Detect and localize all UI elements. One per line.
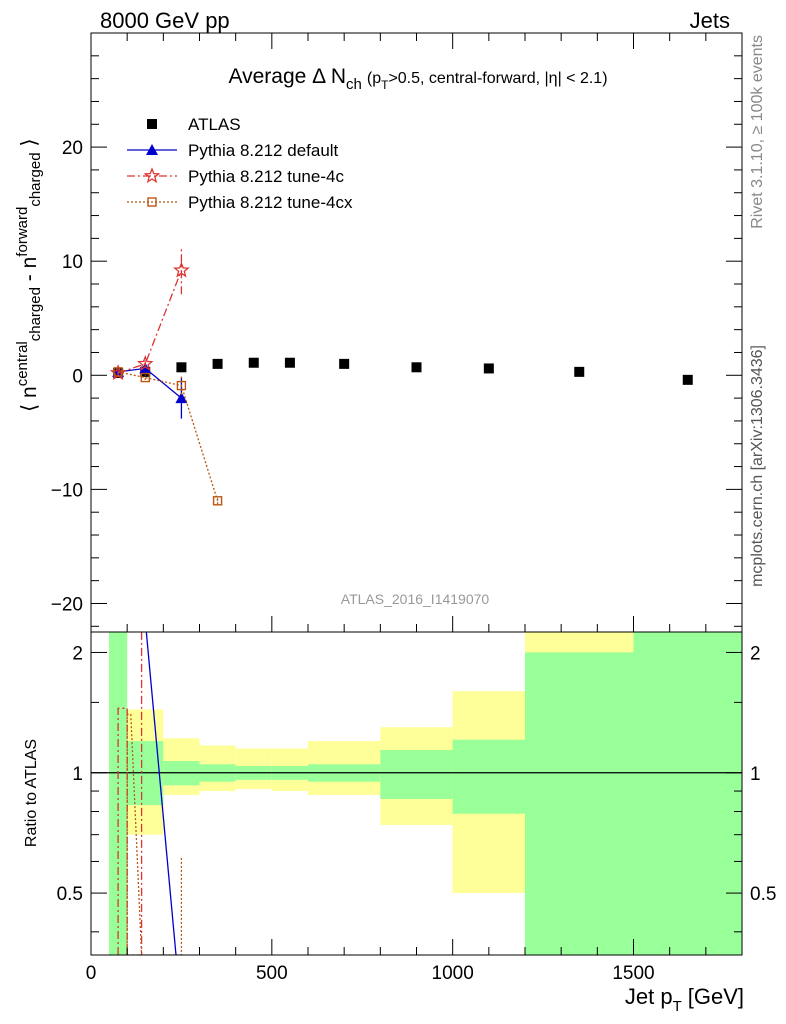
x-axis-label: Jet pT [GeV]: [625, 984, 744, 1015]
data-point: [574, 366, 585, 377]
legend-label: Pythia 8.212 tune-4c: [188, 167, 344, 186]
data-point: [139, 362, 152, 374]
ratio-y-tick-label: 0.5: [57, 884, 83, 905]
legend-marker: [147, 197, 157, 207]
legend-entry: Pythia 8.212 default: [127, 141, 339, 160]
stat-uncertainty-band: [525, 652, 634, 955]
series-pythia-8-212-tune-4cx: [113, 367, 223, 506]
y-tick-label: 10: [62, 252, 83, 273]
main-title: Average Δ Nch (pT>0.5, central-forward, |…: [228, 65, 607, 93]
data-point: [339, 358, 350, 369]
legend-marker: [146, 144, 158, 155]
legend-label: ATLAS: [188, 115, 241, 134]
ratio-y-tick-label: 1: [72, 764, 83, 785]
series-pythia-8-212-tune-4c: [109, 246, 190, 381]
data-point: [212, 496, 223, 506]
title-main: Average Δ N: [228, 65, 346, 88]
title-sub: ch: [346, 76, 362, 93]
main-y-label: ⟨ ncentralcharged - nforwardcharged ⟩: [14, 138, 44, 412]
legend-label: Pythia 8.212 tune-4cx: [188, 193, 353, 212]
ratio-pythia-8-212-tune-4c: [117, 632, 143, 955]
title-cut-sub: T: [381, 78, 389, 92]
data-point: [411, 362, 422, 373]
collision-label: 8000 GeV pp: [100, 8, 230, 33]
data-point: [284, 357, 295, 368]
process-label: Jets: [690, 8, 730, 33]
legend-marker: [143, 167, 161, 184]
data-point: [483, 363, 494, 374]
legend-entry: ATLAS: [147, 115, 241, 134]
data-point: [176, 380, 187, 391]
data-point: [140, 372, 150, 383]
stat-uncertainty-band: [633, 632, 742, 955]
main-panel: −20 −10 0 10 20 Average Δ Nch (pT>0.5, centra…: [14, 32, 743, 633]
data-point: [682, 374, 693, 385]
stat-uncertainty-band: [452, 739, 525, 814]
y-tick-label: −10: [51, 480, 83, 501]
series-line: [117, 371, 219, 501]
title-cut-rest: >0.5, central-forward, |η| < 2.1): [388, 70, 607, 87]
x-tick-label: 500: [256, 963, 288, 984]
ratio-panel: 0.5 0.5 1 1 2 2 0 500 1000 1500 Ratio to ATLAS: [23, 631, 776, 984]
series-line: [117, 270, 183, 374]
ratio-y-tick-label: 2: [72, 643, 83, 664]
y-tick-label: 20: [62, 138, 83, 159]
rivet-label: Rivet 3.1.10, ≥ 100k events: [749, 35, 766, 229]
data-point: [113, 367, 123, 377]
data-point: [136, 355, 154, 371]
ratio-pythia-8-212-tune-4cx: [126, 713, 183, 955]
title-cut: (p: [367, 70, 381, 87]
ratio-y-tick-label-right: 1: [750, 764, 761, 785]
x-tick-label: 0: [86, 963, 97, 984]
stat-uncertainty-band: [380, 750, 453, 799]
ratio-pythia-8-212-default: [145, 632, 177, 955]
y-tick-label: −20: [51, 594, 83, 615]
x-tick-label: 1500: [612, 963, 654, 984]
x-tick-label: 1000: [432, 963, 474, 984]
analysis-id: ATLAS_2016_I1419070: [341, 591, 490, 607]
data-point: [173, 261, 190, 278]
data-point: [212, 358, 223, 369]
data-point: [175, 392, 188, 404]
legend-marker: [147, 119, 157, 129]
data-point: [248, 357, 259, 368]
y-tick-label: 0: [72, 366, 83, 387]
legend: ATLAS Pythia 8.212 default Pythia 8.212 tu…: [127, 115, 353, 212]
ratio-y-tick-label-right: 2: [750, 643, 761, 664]
legend-entry: Pythia 8.212 tune-4c: [127, 167, 344, 186]
ratio-y-tick-label-right: 0.5: [750, 884, 776, 905]
data-point: [176, 362, 187, 373]
ratio-y-label: Ratio to ATLAS: [23, 739, 40, 847]
legend-label: Pythia 8.212 default: [188, 141, 339, 160]
legend-entry: Pythia 8.212 tune-4cx: [127, 193, 353, 212]
mcplots-label: mcplots.cern.ch [arXiv:1306.3436]: [749, 345, 766, 587]
series-atlas: [113, 357, 693, 385]
